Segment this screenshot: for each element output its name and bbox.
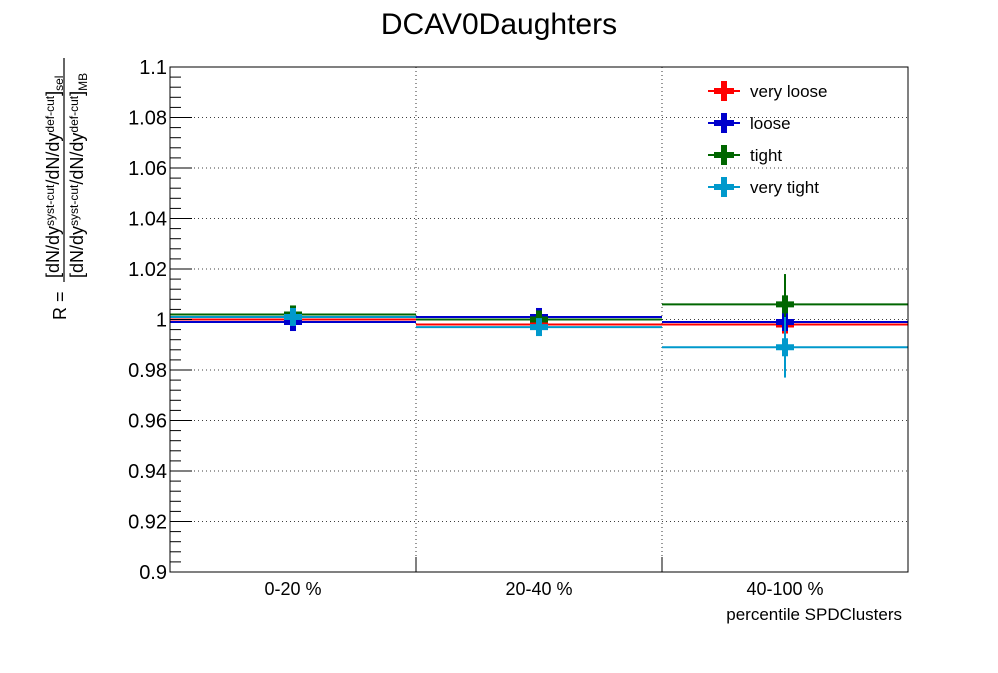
x-axis-label: percentile SPDClusters bbox=[726, 605, 902, 624]
y-axis-title-numerator: [dN/dysyst-cut/dN/dydef-cut]sel bbox=[43, 76, 66, 278]
y-axis: 0.9 0.92 0.94 0.96 0.98 1 1.02 1.04 1.06 1.08 1.1 bbox=[128, 57, 192, 584]
y-tick-label: 0.98 bbox=[128, 360, 167, 382]
y-tick-label: 1.06 bbox=[128, 158, 167, 180]
y-axis-title-denominator: [dN/dysyst-cut/dN/dydef-cut]MB bbox=[67, 73, 90, 278]
y-tick-label: 0.94 bbox=[128, 461, 167, 483]
x-tick-label: 0-20 % bbox=[264, 579, 321, 599]
x-tick-label: 20-40 % bbox=[505, 579, 572, 599]
legend-label: very tight bbox=[750, 178, 819, 197]
y-tick-label: 1.02 bbox=[128, 259, 167, 281]
legend: very loose loose tight very tight bbox=[708, 81, 827, 197]
y-tick-label: 1 bbox=[156, 310, 167, 332]
x-tick-label: 40-100 % bbox=[746, 579, 823, 599]
y-tick-label: 0.9 bbox=[139, 562, 167, 584]
y-tick-label: 1.04 bbox=[128, 209, 167, 231]
legend-label: very loose bbox=[750, 82, 827, 101]
y-axis-title-prefix: R = bbox=[50, 291, 70, 320]
chart-title: DCAV0Daughters bbox=[381, 8, 617, 41]
legend-label: loose bbox=[750, 114, 791, 133]
y-tick-label: 0.96 bbox=[128, 411, 167, 433]
legend-label: tight bbox=[750, 146, 782, 165]
series-lines bbox=[170, 274, 908, 378]
y-axis-title: R = [dN/dysyst-cut/dN/dydef-cut]sel [dN/… bbox=[43, 58, 90, 320]
x-axis: 0-20 % 20-40 % 40-100 % bbox=[264, 557, 824, 599]
y-tick-label: 1.08 bbox=[128, 108, 167, 130]
y-tick-label: 0.92 bbox=[128, 512, 167, 534]
y-tick-label: 1.1 bbox=[139, 57, 167, 79]
